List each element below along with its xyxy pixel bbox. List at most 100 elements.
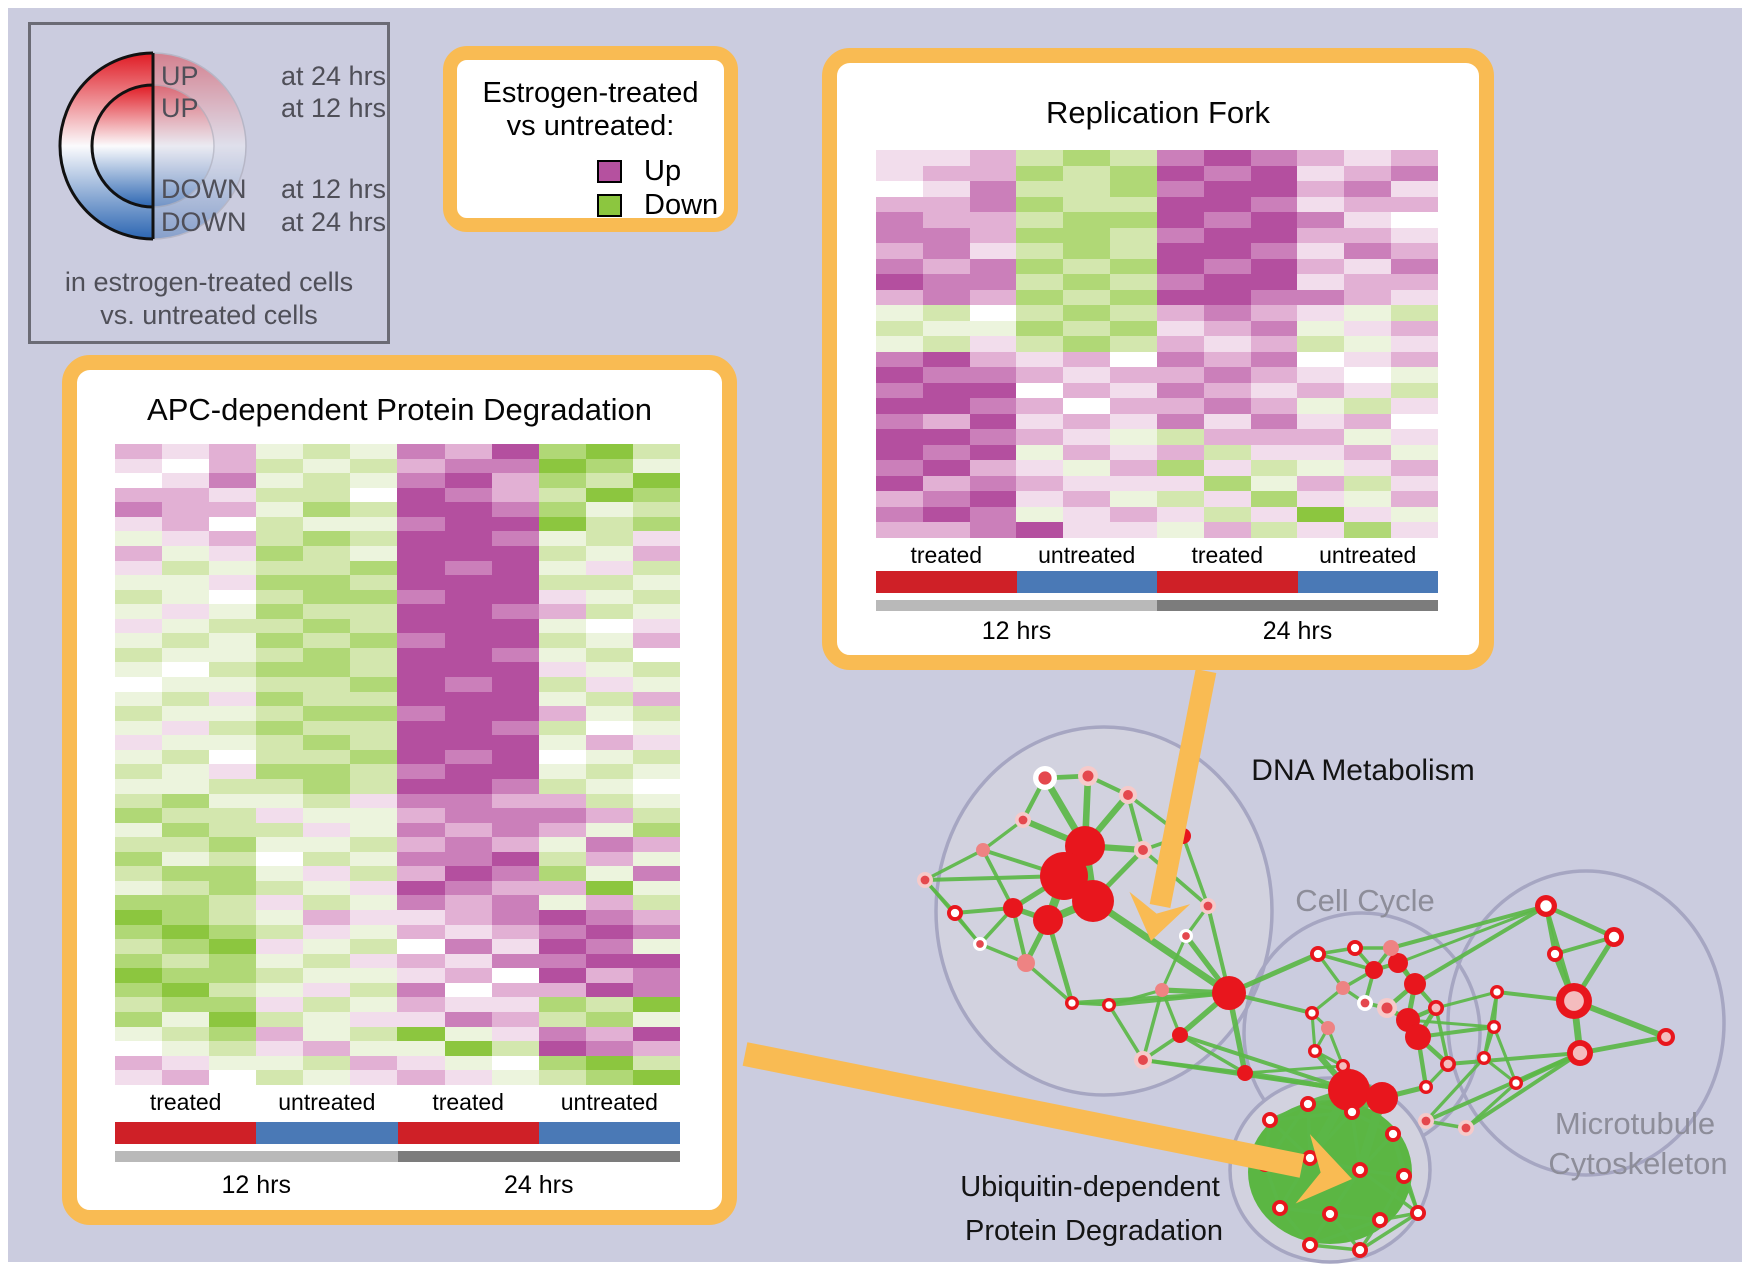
heatmap-cell xyxy=(1156,274,1204,290)
heatmap-cell xyxy=(1344,429,1392,445)
heatmap-cell xyxy=(350,982,398,998)
network-edge xyxy=(1107,1003,1145,1062)
network-edge xyxy=(1268,1118,1312,1160)
heatmap-cell xyxy=(876,320,923,337)
heatmap-row xyxy=(115,531,680,546)
heatmap-cell xyxy=(1297,181,1345,197)
heatmap-row xyxy=(115,866,680,881)
network-edge xyxy=(1313,1026,1330,1053)
heatmap-cell xyxy=(585,633,633,648)
heatmap-row xyxy=(115,633,680,648)
heatmap-block: treated untreated treated untreated 12 hrs 2… xyxy=(115,444,680,1201)
network-label: Cytoskeleton xyxy=(1548,1146,1727,1181)
time-bars xyxy=(115,1151,680,1162)
heatmap-row xyxy=(876,522,1438,538)
heatmap-cell xyxy=(1391,367,1438,383)
heatmap-cell xyxy=(1156,181,1204,197)
heatmap-cell xyxy=(1391,491,1438,507)
heatmap-cell xyxy=(115,851,163,867)
heatmap-cell xyxy=(256,895,304,910)
heatmap-cell xyxy=(585,793,633,809)
heatmap-cell xyxy=(350,633,398,648)
heatmap-cell xyxy=(115,880,163,896)
scale-caption-line1: in estrogen-treated cells xyxy=(64,267,354,297)
gene-node-solid xyxy=(1237,1065,1253,1081)
heatmap-cell xyxy=(876,367,923,383)
network-edge xyxy=(923,878,982,946)
heatmap-cell xyxy=(585,545,633,561)
cluster-dna-metabolism xyxy=(934,725,1274,1097)
network-edge xyxy=(1311,1047,1353,1094)
network-edge xyxy=(1043,871,1069,925)
heatmap-cell xyxy=(444,968,492,983)
heatmap-cell xyxy=(1344,165,1392,182)
heatmap-cell xyxy=(632,982,680,998)
gene-node-pink xyxy=(1321,1021,1335,1035)
heatmap-cell xyxy=(1110,227,1157,244)
heatmap-cell xyxy=(1110,196,1157,213)
heatmap-cell xyxy=(585,851,633,867)
heatmap-cell xyxy=(303,531,351,546)
heatmap-cell xyxy=(1250,506,1298,523)
heatmap-cell xyxy=(256,1011,304,1027)
heatmap-cell xyxy=(256,647,304,663)
network-edge xyxy=(1310,1011,1317,1053)
heatmap-cell xyxy=(491,589,539,605)
heatmap-cell xyxy=(444,575,492,590)
network-edge xyxy=(1391,1132,1406,1178)
network-edge xyxy=(1242,1070,1352,1093)
heatmap-cell xyxy=(969,382,1017,399)
heatmap-cell xyxy=(350,473,398,488)
heatmap-cell xyxy=(350,691,398,707)
heatmap-cell xyxy=(444,633,492,648)
heatmap-cell xyxy=(209,968,257,983)
heatmap-cell xyxy=(632,866,680,881)
network-edge xyxy=(1278,1206,1332,1216)
heatmap-cell xyxy=(115,691,163,707)
network-edge xyxy=(1045,917,1075,1006)
heatmap-cell xyxy=(1203,382,1251,399)
heatmap-cell xyxy=(256,458,304,474)
color-legend-title-line2: vs untreated: xyxy=(506,110,675,142)
group-label: treated xyxy=(432,1089,504,1115)
connector-arrow-shaft xyxy=(1149,668,1217,909)
network-edge xyxy=(1363,1001,1389,1010)
heatmap-cell xyxy=(115,545,163,561)
heatmap-cell xyxy=(1391,212,1438,228)
network-edge xyxy=(1306,1102,1312,1160)
heatmap-cell xyxy=(350,764,398,779)
network-edge xyxy=(1353,946,1376,972)
gradient-circles-icon xyxy=(58,51,247,241)
heatmap-row xyxy=(876,444,1438,461)
gene-node-ring-center xyxy=(1490,1023,1498,1031)
network-edge xyxy=(1363,968,1376,1005)
heatmap-cell xyxy=(115,444,163,459)
heatmap-cell xyxy=(209,895,257,910)
heatmap-row xyxy=(876,320,1438,337)
heatmap-cell xyxy=(969,305,1017,321)
heatmap-cell xyxy=(1110,398,1157,414)
heatmap-cell xyxy=(209,953,257,969)
heatmap-cell xyxy=(1110,258,1157,275)
heatmap-cell xyxy=(876,289,923,306)
heatmap-cell xyxy=(1391,243,1438,259)
cluster-microtubule xyxy=(1446,869,1726,1177)
heatmap-cell xyxy=(585,808,633,823)
heatmap-cell xyxy=(1016,243,1064,259)
heatmap-cell xyxy=(1156,150,1204,166)
heatmap-cell xyxy=(162,953,210,969)
heatmap-cell xyxy=(876,444,923,461)
heatmap-cell xyxy=(1156,212,1204,228)
heatmap-cell xyxy=(115,749,163,765)
heatmap-cell xyxy=(256,837,304,852)
heatmap-cell xyxy=(538,735,586,750)
heatmap-row xyxy=(115,516,680,532)
network-edge xyxy=(1278,1156,1312,1210)
heatmap-cell xyxy=(632,473,680,488)
heatmap-cell xyxy=(444,677,492,692)
network-edge xyxy=(1424,1119,1468,1130)
heatmap-cell xyxy=(397,662,445,677)
heatmap-cell xyxy=(303,1011,351,1027)
heatmap-cell xyxy=(397,545,445,561)
heatmap-cell xyxy=(1156,196,1204,213)
